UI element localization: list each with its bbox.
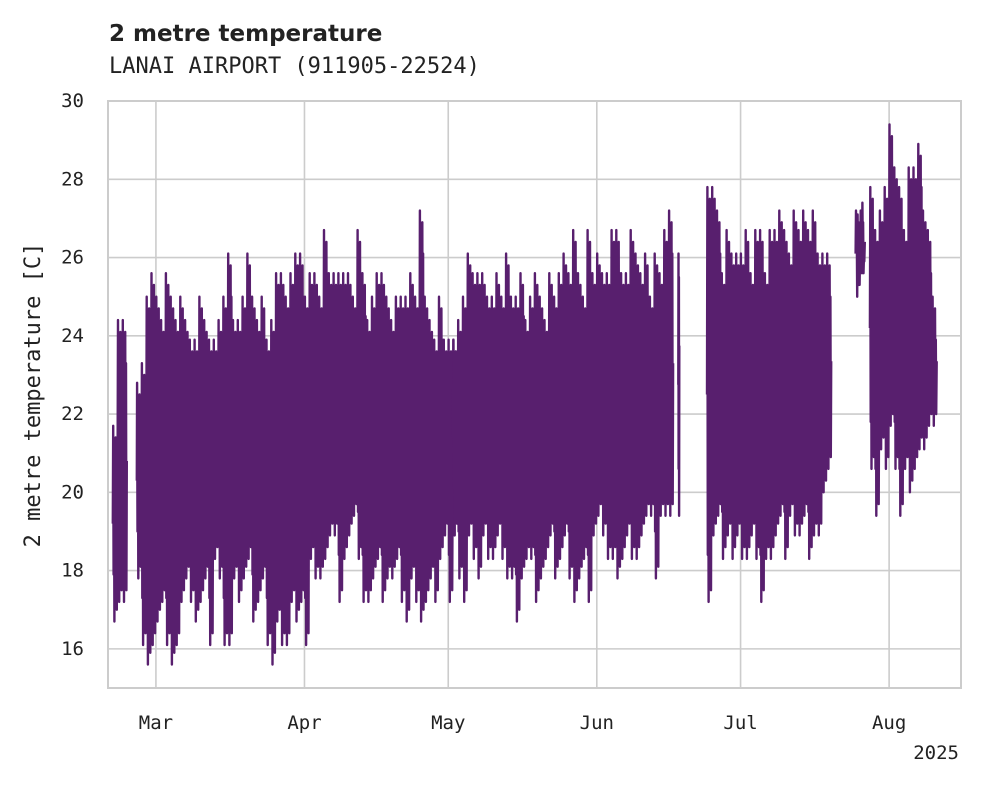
temperature-line-segment [135, 209, 459, 666]
x-tick-label: Jun [580, 712, 614, 734]
temperature-line-segment [677, 252, 681, 517]
x-tick-label: Aug [872, 712, 906, 734]
chart-title: 2 metre temperature [109, 21, 382, 47]
y-tick-label: 28 [61, 168, 84, 190]
x-tick-label: Jul [723, 712, 757, 734]
x-axis-year-label: 2025 [913, 742, 959, 764]
temperature-line-segment [854, 201, 866, 298]
x-tick-label: Apr [287, 712, 321, 734]
y-tick-label: 24 [61, 325, 84, 347]
y-axis-ticks: 16 18 20 22 24 26 28 30 [61, 90, 84, 660]
y-tick-label: 18 [61, 560, 84, 582]
chart-subtitle: LANAI AIRPORT (911905-22524) [109, 54, 480, 79]
temperature-line-segment [705, 185, 833, 604]
y-tick-label: 30 [61, 90, 84, 112]
x-tick-label: May [431, 712, 465, 734]
y-tick-label: 26 [61, 247, 84, 269]
y-tick-label: 22 [61, 403, 84, 425]
temperature-line-segment [868, 123, 938, 517]
data-series [111, 123, 938, 666]
x-tick-label: Mar [139, 712, 173, 734]
temperature-line-segment [451, 209, 675, 623]
y-tick-label: 20 [61, 481, 84, 503]
y-axis-label: 2 metre temperature [C] [21, 243, 46, 548]
temperature-line-segment [111, 318, 128, 623]
x-axis-ticks: Mar Apr May Jun Jul Aug [139, 712, 907, 734]
plot-frame [107, 100, 962, 689]
y-tick-label: 16 [61, 638, 84, 660]
